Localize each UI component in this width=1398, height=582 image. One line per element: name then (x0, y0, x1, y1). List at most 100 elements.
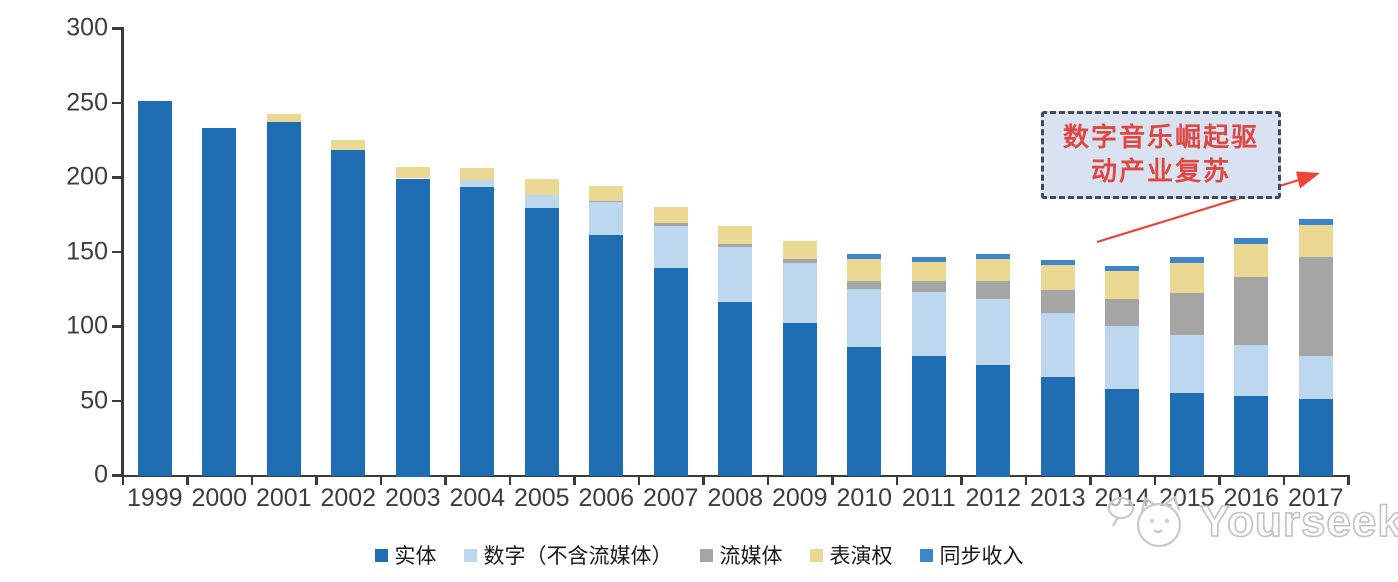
bar-segment (718, 247, 753, 303)
bar-segment (331, 150, 366, 477)
bar-segment (847, 288, 882, 347)
bar-segment (1040, 260, 1075, 265)
y-axis-tick-label: 50 (80, 386, 108, 414)
x-axis-tick (831, 477, 834, 485)
bar-segment (1234, 396, 1269, 477)
x-axis-tick (250, 477, 253, 485)
bar-segment (1169, 393, 1204, 477)
bar-segment (137, 101, 172, 477)
x-axis-tick-label: 2007 (642, 484, 699, 512)
bar-segment (202, 127, 237, 477)
bar-segment (847, 254, 882, 259)
bar-segment (266, 121, 301, 477)
x-axis-tick-label: 2009 (771, 484, 828, 512)
legend-label: 表演权 (829, 545, 893, 568)
bar-segment (331, 139, 366, 151)
x-axis-tick-label: 2012 (965, 484, 1022, 512)
bar-segment (976, 364, 1011, 477)
x-axis-tick (444, 477, 447, 485)
bar-segment (653, 267, 688, 477)
y-axis-tick-label: 100 (66, 311, 108, 340)
bar-segment (911, 281, 946, 292)
y-axis-tick-label: 200 (66, 162, 108, 191)
bar-segment (1234, 276, 1269, 346)
x-axis-tick (1024, 477, 1027, 485)
y-axis-line (121, 27, 124, 477)
bar-segment (524, 208, 559, 477)
bar-segment (1105, 388, 1140, 477)
bar-segment (911, 291, 946, 356)
bar-segment (1298, 257, 1333, 356)
chart-legend: 实体 数字（不含流媒体） 流媒体 表演权 同步收入 (0, 540, 1398, 570)
bar-segment (976, 254, 1011, 259)
bar-segment (524, 178, 559, 195)
annotation-callout-box: 数字音乐崛起驱 动产业复苏 (1041, 111, 1281, 199)
y-axis-tick-label: 150 (66, 237, 108, 265)
bar-segment (653, 226, 688, 268)
bar-segment (1040, 376, 1075, 477)
x-axis-tick-label: 2004 (449, 484, 506, 512)
x-axis-tick (186, 477, 189, 485)
x-axis-tick (766, 477, 769, 485)
bar-segment (653, 206, 688, 224)
x-axis-tick (379, 477, 382, 485)
bar-segment (524, 194, 559, 209)
legend-item: 表演权 (809, 540, 893, 570)
x-axis-tick (121, 477, 124, 485)
legend-label: 实体 (394, 545, 437, 568)
bar-segment (847, 258, 882, 282)
bar-segment (782, 258, 817, 264)
legend-label: 同步收入 (939, 545, 1024, 568)
bar-segment (1040, 290, 1075, 313)
y-axis-tick (112, 399, 121, 402)
x-axis-tick-label: 2005 (513, 484, 570, 512)
bar-segment (1169, 263, 1204, 294)
bar-segment (589, 202, 624, 236)
bar-segment (460, 168, 495, 180)
bar-segment (1040, 264, 1075, 291)
legend-item: 数字（不含流媒体） (463, 540, 673, 570)
bar-segment (718, 244, 753, 248)
x-axis-tick (702, 477, 705, 485)
bar-segment (1298, 355, 1333, 399)
bar-segment (976, 281, 1011, 300)
x-axis-tick (1282, 477, 1285, 485)
y-axis-tick (112, 101, 121, 104)
bar-segment (1234, 244, 1269, 277)
legend-swatch-icon (919, 548, 933, 562)
x-axis-tick (508, 477, 511, 485)
bar-segment (718, 302, 753, 477)
bar-segment (460, 179, 495, 188)
legend-swatch-icon (374, 548, 388, 562)
bar-segment (976, 258, 1011, 282)
annotation-text-line1: 数字音乐崛起驱 (1062, 122, 1259, 153)
bar-segment (1169, 293, 1204, 335)
x-axis-tick (960, 477, 963, 485)
legend-label: 流媒体 (719, 545, 783, 568)
legend-swatch-icon (809, 548, 823, 562)
bar-segment (1234, 238, 1269, 245)
legend-item: 流媒体 (699, 540, 783, 570)
y-axis-tick (112, 27, 121, 30)
bar-segment (589, 185, 624, 201)
bar-segment (911, 257, 946, 262)
x-axis-tick (1089, 477, 1092, 485)
y-axis-tick (112, 325, 121, 328)
x-axis-tick-label: 1999 (126, 484, 183, 512)
legend-label: 数字（不含流媒体） (483, 545, 673, 568)
x-axis-tick-label: 2006 (578, 484, 635, 512)
bar-segment (1105, 299, 1140, 326)
bar-segment (395, 178, 430, 477)
bar-segment (1169, 257, 1204, 264)
x-axis-tick-label: 2011 (901, 484, 956, 512)
bar-segment (782, 263, 817, 324)
bar-segment (976, 299, 1011, 365)
legend-swatch-icon (463, 548, 477, 562)
y-axis-tick-label: 250 (66, 88, 108, 116)
bar-segment (847, 281, 882, 289)
x-axis-tick-label: 2003 (384, 484, 441, 512)
bar-segment (1040, 312, 1075, 377)
bar-segment (1298, 224, 1333, 258)
bar-segment (589, 235, 624, 477)
